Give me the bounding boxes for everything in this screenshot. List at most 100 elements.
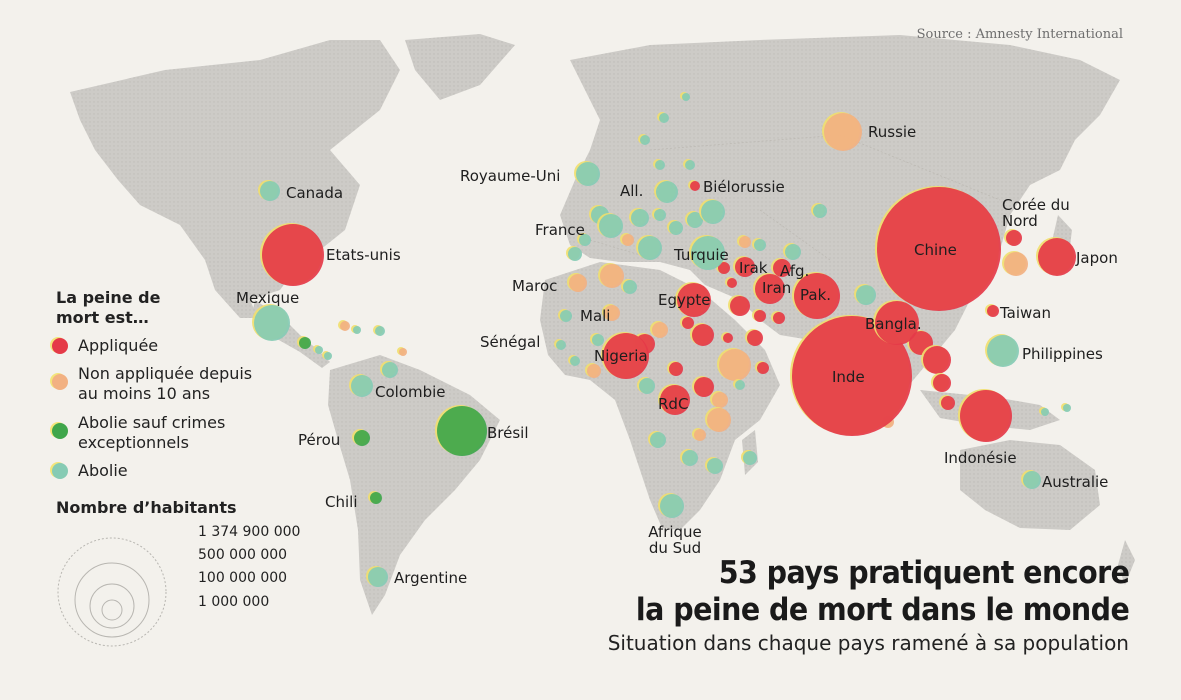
legend-dot-abolished-except xyxy=(52,423,68,439)
country-bubble-australie xyxy=(1023,471,1041,489)
country-bubble-inde xyxy=(792,316,912,436)
country-bubble-small-9 xyxy=(579,234,591,246)
country-bubble-bresil xyxy=(437,406,487,456)
land-eurasia xyxy=(560,35,1120,420)
country-bubble-philippines xyxy=(987,335,1019,367)
country-bubble-perou xyxy=(354,430,370,446)
size-legend-title: Nombre d’habitants xyxy=(56,498,237,517)
label-mexique: Mexique xyxy=(236,289,300,307)
label-perou: Pérou xyxy=(298,431,341,449)
country-bubble-taiwan xyxy=(987,305,999,317)
label-colombie: Colombie xyxy=(375,383,446,401)
connector-lines xyxy=(589,134,1001,261)
label-inde: Inde xyxy=(832,368,865,386)
country-bubble-small-28 xyxy=(727,278,737,288)
legend-dot-not-applied xyxy=(52,374,68,390)
country-bubble-small-13 xyxy=(638,236,662,260)
label-iran: Iran xyxy=(762,279,792,297)
label-canada: Canada xyxy=(286,184,344,202)
label-bielorussie: Biélorussie xyxy=(703,178,785,196)
country-bubble-small-8 xyxy=(568,247,582,261)
country-bubble-bangla xyxy=(875,301,919,345)
country-bubble-small-44 xyxy=(735,380,745,390)
country-bubble-small-22 xyxy=(682,93,690,101)
country-bubble-etats-unis xyxy=(262,224,324,286)
country-bubble-russie xyxy=(824,113,862,151)
country-bubble-all xyxy=(656,181,678,203)
country-bubble-small-5 xyxy=(324,352,332,360)
label-coree-du-nord: Corée du Nord xyxy=(1002,196,1070,230)
country-bubble-small-58 xyxy=(923,346,951,374)
label-france: France xyxy=(535,221,585,239)
country-bubble-small-14 xyxy=(654,209,666,221)
land-new-zealand xyxy=(1118,540,1135,585)
country-bubble-royaume-uni xyxy=(576,162,600,186)
country-bubble-irak xyxy=(735,257,755,277)
country-bubble-small-54 xyxy=(639,378,655,394)
country-bubble-small-26 xyxy=(739,236,751,248)
country-bubble-small-53 xyxy=(560,310,572,322)
legend-title: La peine de mort est… xyxy=(56,288,161,327)
label-afghanistan: Afg. xyxy=(780,262,810,280)
country-bubble-pak xyxy=(794,273,840,319)
size-legend-value-1: 1 374 900 000 xyxy=(198,524,301,540)
country-bubble-maroc xyxy=(569,274,587,292)
country-bubble-japon xyxy=(1038,238,1076,276)
country-bubble-rdc xyxy=(660,385,690,415)
label-argentine: Argentine xyxy=(394,569,468,587)
label-chili: Chili xyxy=(325,493,358,511)
label-afrique-du-sud: Afrique du Sud xyxy=(648,523,702,557)
label-pakistan: Pak. xyxy=(800,286,832,304)
label-nigeria: Nigeria xyxy=(594,347,648,365)
country-bubble-small-42 xyxy=(707,458,723,474)
country-bubble-small-66 xyxy=(1041,408,1049,416)
country-bubble-small-39 xyxy=(694,429,706,441)
country-bubble-small-3 xyxy=(299,337,311,349)
country-bubble-nigeria xyxy=(603,333,649,379)
country-bubble-coree-du-nord xyxy=(1006,230,1022,246)
country-bubble-small-20 xyxy=(640,135,650,145)
size-legend-value-3: 100 000 000 xyxy=(198,570,288,586)
country-bubble-small-17 xyxy=(701,200,725,224)
label-bangladesh: Bangla. xyxy=(865,315,922,333)
country-bubble-chili xyxy=(370,492,382,504)
legend-dot-applied xyxy=(52,338,68,354)
country-bubble-afrique-du-sud xyxy=(660,494,684,518)
legend-label-applied: Appliquée xyxy=(78,336,159,355)
country-bubble-small-33 xyxy=(723,333,733,343)
country-bubble-small-65 xyxy=(1063,404,1071,412)
country-bubble-small-63 xyxy=(1004,252,1028,276)
size-legend-value-4: 1 000 000 xyxy=(198,594,270,610)
country-bubble-small-19 xyxy=(655,160,665,170)
label-maroc: Maroc xyxy=(512,277,558,295)
country-bubble-small-51 xyxy=(570,356,580,366)
country-bubble-small-24 xyxy=(785,244,801,260)
size-legend-value-2: 500 000 000 xyxy=(198,547,288,563)
country-bubble-small-56 xyxy=(682,317,694,329)
country-bubble-small-27 xyxy=(718,262,730,274)
label-australie: Australie xyxy=(1042,473,1109,491)
label-philippines: Philippines xyxy=(1022,345,1103,363)
country-bubble-small-46 xyxy=(600,264,624,288)
country-bubble-small-0 xyxy=(340,321,350,331)
country-bubble-small-7 xyxy=(399,348,407,356)
country-bubble-small-21 xyxy=(659,113,669,123)
country-bubble-small-31 xyxy=(773,312,785,324)
country-bubble-indonesie xyxy=(960,390,1012,442)
country-bubble-afg xyxy=(773,259,791,277)
country-bubble-small-15 xyxy=(669,221,683,235)
label-japon: Japon xyxy=(1076,249,1118,267)
country-bubble-egypte xyxy=(677,283,711,317)
country-bubble-small-11 xyxy=(631,209,649,227)
country-bubble-small-52 xyxy=(592,334,604,346)
label-rdc: RdC xyxy=(658,395,689,413)
country-bubble-colombie xyxy=(351,375,373,397)
country-bubble-small-41 xyxy=(682,450,698,466)
label-allemagne: All. xyxy=(620,182,644,200)
country-bubble-small-1 xyxy=(353,326,361,334)
country-bubble-small-40 xyxy=(650,432,666,448)
label-senegal: Sénégal xyxy=(480,333,541,351)
subtitle: Situation dans chaque pays ramené à sa p… xyxy=(607,631,1129,655)
legend-label-not-applied: Non appliquée depuis au moins 10 ans xyxy=(78,364,253,403)
